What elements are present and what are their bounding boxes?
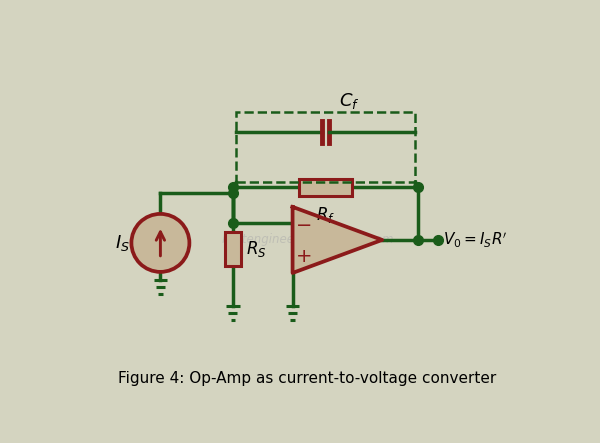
Text: $V_0{=}I_SR'$: $V_0{=}I_SR'$: [443, 230, 508, 249]
Polygon shape: [293, 207, 382, 273]
Text: $R_f$: $R_f$: [316, 205, 335, 225]
Bar: [299, 179, 352, 196]
Bar: [236, 112, 415, 183]
Text: $I_S$: $I_S$: [115, 233, 130, 253]
Text: bestengineeringprojects.com: bestengineeringprojects.com: [221, 233, 394, 246]
Bar: [225, 232, 241, 266]
Text: $C_f$: $C_f$: [339, 91, 360, 111]
Text: Figure 4: Op-Amp as current-to-voltage converter: Figure 4: Op-Amp as current-to-voltage c…: [118, 370, 497, 385]
Text: $-$: $-$: [295, 214, 311, 233]
Circle shape: [131, 214, 190, 272]
Text: $R_S$: $R_S$: [245, 239, 266, 259]
Text: $+$: $+$: [295, 247, 311, 266]
